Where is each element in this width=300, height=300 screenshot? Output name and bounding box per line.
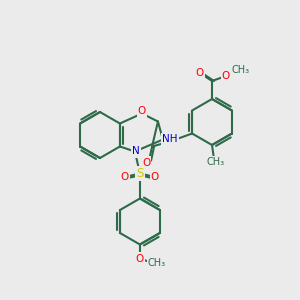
Text: CH₃: CH₃ <box>148 259 166 269</box>
Text: CH₃: CH₃ <box>232 65 250 75</box>
Text: NH: NH <box>162 134 178 145</box>
Text: CH₃: CH₃ <box>207 157 225 167</box>
Text: O: O <box>142 158 150 167</box>
Text: O: O <box>196 68 204 78</box>
Text: O: O <box>121 172 129 182</box>
Text: O: O <box>151 172 159 182</box>
Text: O: O <box>222 71 230 81</box>
Text: N: N <box>132 146 140 157</box>
Text: S: S <box>136 167 144 180</box>
Text: O: O <box>138 106 146 116</box>
Text: O: O <box>136 254 144 263</box>
